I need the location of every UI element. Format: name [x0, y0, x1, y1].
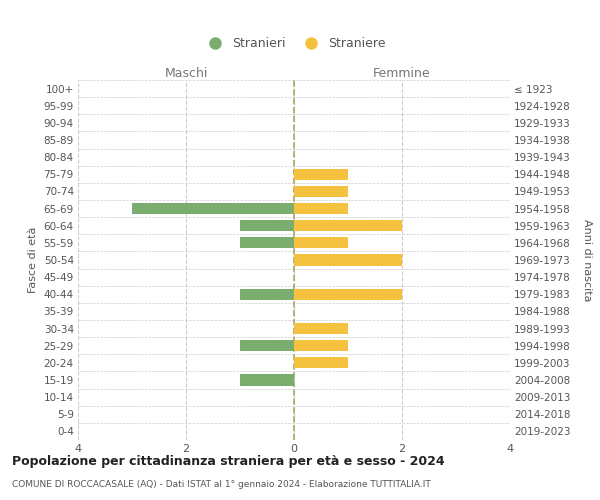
Bar: [294, 288, 402, 300]
Legend: Stranieri, Straniere: Stranieri, Straniere: [197, 32, 391, 56]
Bar: [294, 254, 402, 266]
Bar: [294, 203, 348, 214]
Text: Popolazione per cittadinanza straniera per età e sesso - 2024: Popolazione per cittadinanza straniera p…: [12, 455, 445, 468]
Y-axis label: Anni di nascita: Anni di nascita: [582, 219, 592, 301]
Bar: [132, 203, 294, 214]
Text: COMUNE DI ROCCACASALE (AQ) - Dati ISTAT al 1° gennaio 2024 - Elaborazione TUTTIT: COMUNE DI ROCCACASALE (AQ) - Dati ISTAT …: [12, 480, 431, 489]
Bar: [294, 340, 348, 351]
Bar: [294, 323, 348, 334]
Bar: [240, 288, 294, 300]
Bar: [294, 168, 348, 180]
Bar: [240, 374, 294, 386]
Bar: [240, 220, 294, 232]
Bar: [294, 220, 402, 232]
Y-axis label: Fasce di età: Fasce di età: [28, 227, 38, 293]
Bar: [294, 358, 348, 368]
Bar: [294, 186, 348, 197]
Bar: [240, 340, 294, 351]
Bar: [240, 238, 294, 248]
Bar: [294, 238, 348, 248]
Text: Maschi: Maschi: [164, 67, 208, 80]
Text: Femmine: Femmine: [373, 67, 431, 80]
